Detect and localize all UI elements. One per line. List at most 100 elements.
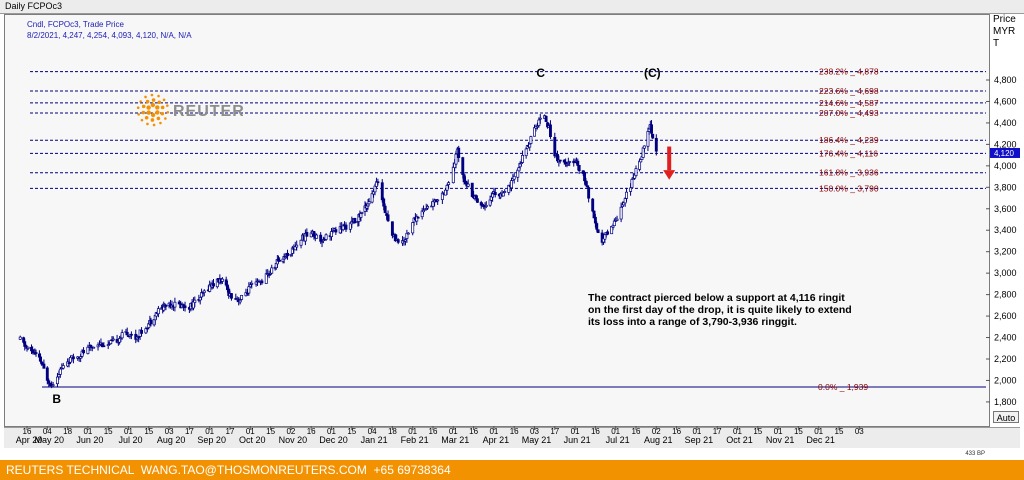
x-tick-month: Nov 21 (766, 435, 795, 445)
candle-body (71, 356, 75, 360)
logo-dot (155, 110, 160, 115)
candle-body (491, 193, 495, 198)
time-axis-bar (4, 427, 1020, 448)
x-tick-day: 16 (469, 427, 478, 436)
x-tick-day: 01 (124, 427, 133, 436)
logo-dot (157, 100, 162, 105)
candle-body (264, 273, 268, 284)
candle-body (380, 182, 384, 201)
x-tick-day: 17 (226, 427, 235, 436)
candle-body (537, 119, 541, 126)
logo-dot (146, 105, 151, 110)
logo-dot (160, 105, 165, 110)
x-tick-day: 03 (165, 427, 174, 436)
plot-area[interactable] (4, 14, 990, 427)
y-tick-label: 3,000 (994, 268, 1017, 278)
logo-dot (150, 93, 154, 97)
down-arrow-head (663, 170, 676, 180)
fib-level-label: 176.4% _ 4,116 (819, 148, 878, 158)
y-tick-label: 4,400 (994, 118, 1017, 128)
auto-scale-button[interactable]: Auto (993, 411, 1019, 423)
candle-body (370, 193, 374, 203)
candle-body (360, 212, 364, 214)
x-tick-day: 01 (571, 427, 580, 436)
fib-level-label: 150.0% _ 3,790 (819, 183, 879, 193)
y-tick-label: 4,200 (994, 139, 1017, 149)
candle-body (529, 136, 533, 144)
x-tick-month: Feb 21 (401, 435, 429, 445)
candle-body (461, 157, 465, 175)
candle-body (303, 233, 307, 242)
candle-body (404, 239, 407, 242)
x-tick-month: Jun 20 (76, 435, 103, 445)
candle-body (445, 185, 449, 191)
candle-body (444, 189, 447, 196)
candle-body (577, 164, 581, 172)
x-tick-month: Nov 20 (279, 435, 308, 445)
candle-body (98, 344, 101, 347)
x-tick-month: Oct 20 (239, 435, 266, 445)
candle-body (198, 297, 202, 301)
candle-body (596, 229, 600, 234)
candle-body (548, 124, 552, 138)
logo-dot (157, 94, 160, 98)
logo-dot (166, 110, 170, 114)
logo-dot (164, 117, 167, 120)
fib-level-label: 0.0% _ 1,939 (818, 382, 868, 392)
last-price-label: 4,120 (994, 149, 1015, 158)
x-tick-day: 16 (429, 427, 438, 436)
candle-body (484, 205, 488, 207)
candle-body (57, 374, 61, 378)
y-tick-label: 3,800 (994, 182, 1017, 192)
candle-body (447, 182, 451, 185)
x-tick-day: 16 (307, 427, 316, 436)
candle-body (330, 231, 333, 237)
candle-body (286, 252, 289, 257)
candle-body (51, 384, 55, 387)
candle-body (411, 222, 415, 234)
candle-body (344, 224, 348, 230)
reuters-logo-text: REUTERS (173, 103, 243, 120)
candle-body (383, 205, 387, 214)
x-tick-day: 01 (246, 427, 255, 436)
candle-body (247, 286, 251, 294)
y-tick-label: 3,400 (994, 225, 1017, 235)
x-tick-day: 01 (408, 427, 417, 436)
x-tick-day: 04 (368, 427, 377, 436)
logo-dot (141, 110, 146, 115)
candle-body (89, 344, 93, 348)
candle-body (512, 176, 516, 180)
x-tick-month: Oct 21 (726, 435, 753, 445)
reuters-logo: REUTERS (136, 93, 243, 127)
candle-body (558, 159, 562, 162)
candle-body (562, 159, 566, 163)
candle-body (149, 319, 153, 325)
logo-dot (155, 105, 160, 110)
x-tick-day: 15 (753, 427, 762, 436)
candle-body (565, 163, 569, 166)
candle-body (533, 127, 536, 137)
candle-body (651, 133, 655, 139)
x-tick-month: Mar 21 (441, 435, 469, 445)
candle-body (238, 299, 242, 303)
candle-body (373, 185, 377, 193)
candle-body (406, 232, 410, 235)
logo-dot (145, 99, 150, 104)
x-tick-day: 01 (83, 427, 92, 436)
candle-body (405, 232, 409, 239)
candle-body (501, 192, 505, 197)
candle-body (248, 284, 252, 288)
y-tick-label: 4,600 (994, 96, 1017, 106)
x-tick-day: 16 (672, 427, 681, 436)
candle-body (650, 124, 653, 134)
candle-body (125, 331, 129, 335)
candle-body (278, 259, 282, 262)
candle-body (140, 329, 143, 334)
candle-body (202, 290, 206, 293)
annotation-text: on the first day of the drop, it is quit… (588, 304, 852, 316)
y-tick-label: 2,600 (994, 311, 1017, 321)
logo-dot (136, 106, 140, 110)
candle-body (585, 185, 589, 188)
